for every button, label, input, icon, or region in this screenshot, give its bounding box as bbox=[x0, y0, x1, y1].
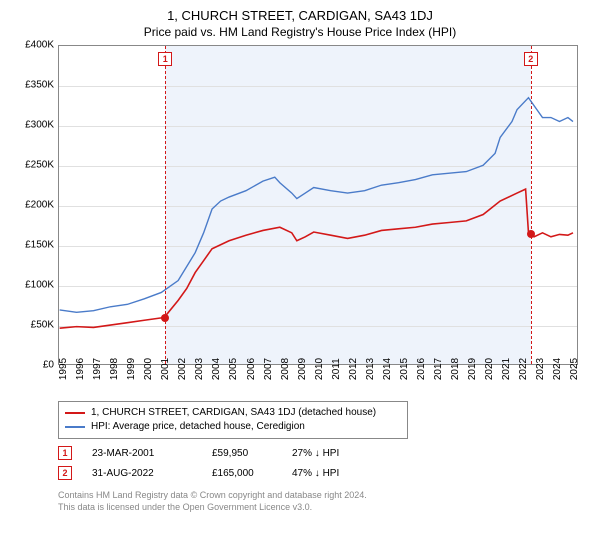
x-tick-label: 2012 bbox=[348, 358, 359, 380]
x-tick-label: 2000 bbox=[143, 358, 154, 380]
x-tick-label: 2006 bbox=[246, 358, 257, 380]
chart-area: 12 £0£50K£100K£150K£200K£250K£300K£350K£… bbox=[20, 45, 580, 395]
chart-subtitle: Price paid vs. HM Land Registry's House … bbox=[10, 25, 590, 39]
x-tick-label: 2022 bbox=[518, 358, 529, 380]
x-tick-label: 2008 bbox=[280, 358, 291, 380]
observation-date: 23-MAR-2001 bbox=[92, 448, 192, 459]
x-tick-label: 2025 bbox=[569, 358, 580, 380]
x-tick-label: 2004 bbox=[211, 358, 222, 380]
series-price_paid bbox=[60, 189, 573, 328]
y-tick-label: £400K bbox=[25, 40, 54, 51]
x-tick-label: 2020 bbox=[484, 358, 495, 380]
x-tick-label: 2013 bbox=[365, 358, 376, 380]
x-tick-label: 2017 bbox=[433, 358, 444, 380]
y-tick-label: £50K bbox=[31, 320, 54, 331]
x-tick-label: 2023 bbox=[535, 358, 546, 380]
y-tick-label: £0 bbox=[43, 360, 54, 371]
observation-marker: 1 bbox=[58, 446, 72, 460]
x-tick-label: 2015 bbox=[399, 358, 410, 380]
x-tick-label: 1996 bbox=[75, 358, 86, 380]
observation-row: 2 31-AUG-2022 £165,000 47% ↓ HPI bbox=[58, 463, 590, 483]
x-tick-label: 2010 bbox=[314, 358, 325, 380]
observation-row: 1 23-MAR-2001 £59,950 27% ↓ HPI bbox=[58, 443, 590, 463]
x-tick-label: 2016 bbox=[416, 358, 427, 380]
legend-swatch bbox=[65, 412, 85, 414]
observation-marker: 2 bbox=[58, 466, 72, 480]
y-tick-label: £100K bbox=[25, 280, 54, 291]
footer-attribution: Contains HM Land Registry data © Crown c… bbox=[58, 489, 580, 513]
y-tick-label: £200K bbox=[25, 200, 54, 211]
x-tick-label: 2019 bbox=[467, 358, 478, 380]
x-tick-label: 1998 bbox=[109, 358, 120, 380]
chart-container: 1, CHURCH STREET, CARDIGAN, SA43 1DJ Pri… bbox=[0, 0, 600, 560]
chart-title: 1, CHURCH STREET, CARDIGAN, SA43 1DJ bbox=[10, 8, 590, 23]
observation-pct: 27% ↓ HPI bbox=[292, 448, 392, 459]
x-tick-label: 2003 bbox=[194, 358, 205, 380]
footer-line-2: This data is licensed under the Open Gov… bbox=[58, 501, 580, 513]
observation-price: £165,000 bbox=[212, 468, 272, 479]
y-tick-label: £300K bbox=[25, 120, 54, 131]
line-series-svg bbox=[59, 46, 577, 364]
observations-table: 1 23-MAR-2001 £59,950 27% ↓ HPI 2 31-AUG-2022… bbox=[58, 443, 590, 483]
legend-label: 1, CHURCH STREET, CARDIGAN, SA43 1DJ (de… bbox=[91, 406, 376, 420]
x-tick-label: 2014 bbox=[382, 358, 393, 380]
x-tick-label: 2021 bbox=[501, 358, 512, 380]
x-tick-label: 2005 bbox=[228, 358, 239, 380]
legend-item: 1, CHURCH STREET, CARDIGAN, SA43 1DJ (de… bbox=[65, 406, 401, 420]
x-tick-label: 2002 bbox=[177, 358, 188, 380]
y-tick-label: £150K bbox=[25, 240, 54, 251]
y-tick-label: £350K bbox=[25, 80, 54, 91]
legend-item: HPI: Average price, detached house, Cere… bbox=[65, 420, 401, 434]
x-tick-label: 1999 bbox=[126, 358, 137, 380]
x-tick-label: 2011 bbox=[331, 358, 342, 380]
y-tick-label: £250K bbox=[25, 160, 54, 171]
legend: 1, CHURCH STREET, CARDIGAN, SA43 1DJ (de… bbox=[58, 401, 408, 439]
legend-swatch bbox=[65, 426, 85, 428]
x-tick-label: 2009 bbox=[297, 358, 308, 380]
observation-date: 31-AUG-2022 bbox=[92, 468, 192, 479]
plot-region: 12 bbox=[58, 45, 578, 365]
observation-pct: 47% ↓ HPI bbox=[292, 468, 392, 479]
x-tick-label: 2001 bbox=[160, 358, 171, 380]
footer-line-1: Contains HM Land Registry data © Crown c… bbox=[58, 489, 580, 501]
x-tick-label: 2024 bbox=[552, 358, 563, 380]
observation-price: £59,950 bbox=[212, 448, 272, 459]
legend-label: HPI: Average price, detached house, Cere… bbox=[91, 420, 305, 434]
x-tick-label: 1997 bbox=[92, 358, 103, 380]
x-tick-label: 2007 bbox=[263, 358, 274, 380]
x-tick-label: 2018 bbox=[450, 358, 461, 380]
x-tick-label: 1995 bbox=[58, 358, 69, 380]
